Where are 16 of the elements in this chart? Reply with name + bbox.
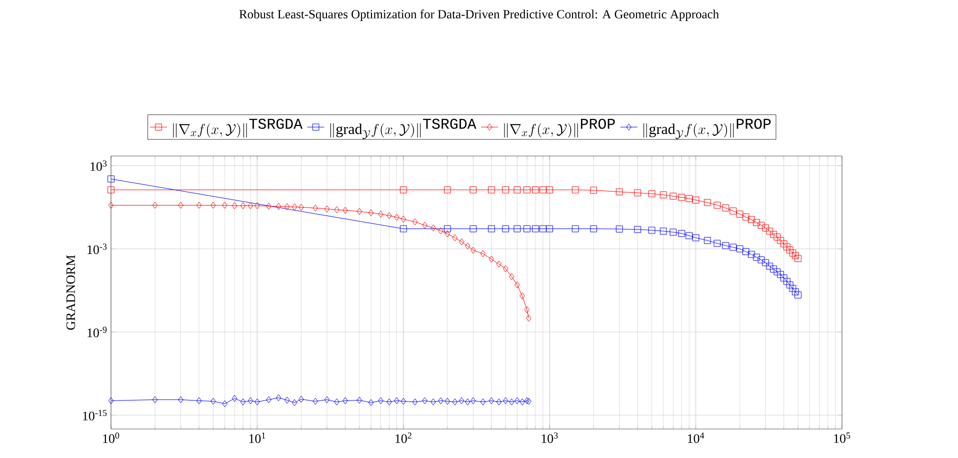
legend-label: $\|\mathrm{grad}_{\mathcal{Y}} f(x,\mathcal{Y})\|^{\texttt{PROP}}$ (643, 118, 771, 140)
legend-label: $\|\nabla_x f(x,\mathcal{Y})\|^{\texttt{TSRGDA}}$ (173, 118, 303, 138)
chart-title: Robust Least-Squares Optimization for Data-Driven Predictive Control: A Geometric Approach (239, 10, 719, 21)
x-tick-label: 10$^{4}$ (688, 432, 704, 443)
y-tick-label: 10$^{-15}$ (83, 410, 107, 420)
y-tick-label: 10$^{3}$ (90, 160, 107, 171)
x-tick-label: 10$^{5}$ (834, 432, 850, 443)
legend-label: $\|\nabla_x f(x,\mathcal{Y})\|^{\texttt{PROP}}$ (504, 118, 615, 138)
y-tick-label: 10$^{-3}$ (88, 244, 107, 254)
x-tick-label: 10$^{1}$ (249, 432, 266, 443)
x-tick-label: 10$^{3}$ (542, 432, 558, 443)
y-axis-title: GRADNORM (66, 255, 76, 330)
legend-label: $\|\mathrm{grad}_{\mathcal{Y}} f(x,\mathcal{Y})\|^{\texttt{TSRGDA}}$ (330, 118, 476, 140)
y-tick-label: 10$^{-9}$ (88, 326, 107, 338)
x-tick-label: 10$^{2}$ (396, 432, 412, 443)
x-tick-label: 10$^{0}$ (103, 432, 120, 444)
